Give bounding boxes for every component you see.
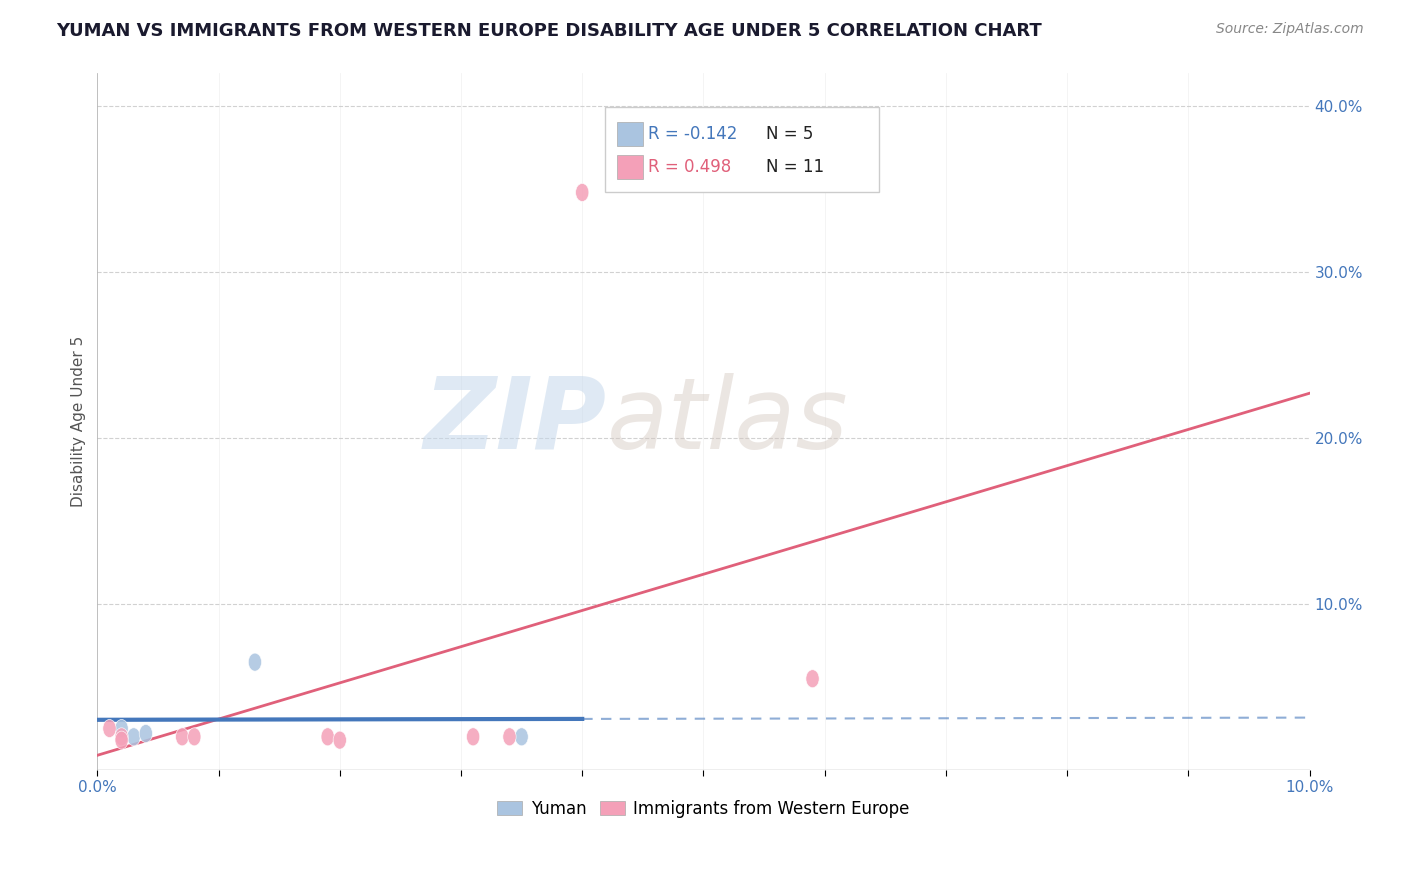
Text: ZIP: ZIP bbox=[423, 373, 606, 470]
Ellipse shape bbox=[467, 728, 479, 746]
Legend: Yuman, Immigrants from Western Europe: Yuman, Immigrants from Western Europe bbox=[491, 793, 917, 824]
Ellipse shape bbox=[176, 728, 188, 746]
Ellipse shape bbox=[127, 728, 141, 746]
Ellipse shape bbox=[503, 728, 516, 746]
Text: Source: ZipAtlas.com: Source: ZipAtlas.com bbox=[1216, 22, 1364, 37]
Text: N = 5: N = 5 bbox=[766, 125, 814, 143]
Ellipse shape bbox=[115, 731, 128, 749]
Ellipse shape bbox=[249, 653, 262, 671]
Ellipse shape bbox=[103, 720, 117, 738]
Ellipse shape bbox=[806, 670, 820, 688]
Y-axis label: Disability Age Under 5: Disability Age Under 5 bbox=[72, 336, 86, 508]
Ellipse shape bbox=[515, 728, 529, 746]
Ellipse shape bbox=[333, 731, 346, 749]
Text: atlas: atlas bbox=[606, 373, 848, 470]
Text: R = -0.142: R = -0.142 bbox=[648, 125, 738, 143]
Ellipse shape bbox=[139, 724, 152, 742]
Ellipse shape bbox=[115, 720, 128, 738]
Ellipse shape bbox=[575, 184, 589, 202]
Ellipse shape bbox=[187, 728, 201, 746]
Text: R = 0.498: R = 0.498 bbox=[648, 158, 731, 176]
Ellipse shape bbox=[321, 728, 335, 746]
Ellipse shape bbox=[115, 728, 128, 746]
Text: YUMAN VS IMMIGRANTS FROM WESTERN EUROPE DISABILITY AGE UNDER 5 CORRELATION CHART: YUMAN VS IMMIGRANTS FROM WESTERN EUROPE … bbox=[56, 22, 1042, 40]
Text: N = 11: N = 11 bbox=[766, 158, 824, 176]
